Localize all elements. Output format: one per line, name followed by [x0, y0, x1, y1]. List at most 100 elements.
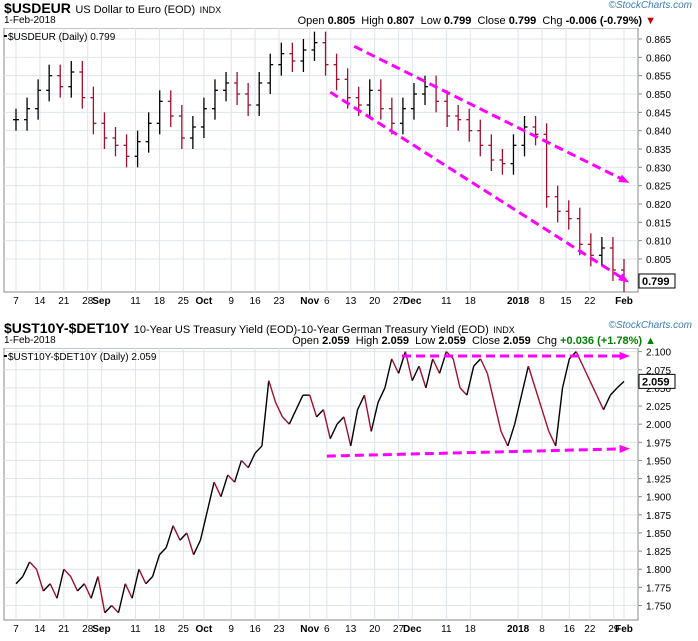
x-tick-label: 18 [465, 624, 477, 635]
series-segment [466, 365, 475, 396]
y-tick-label: 0.825 [646, 182, 671, 193]
series-segment [377, 387, 386, 403]
x-tick-label: 22 [584, 624, 596, 635]
series-segment [254, 445, 263, 454]
spread-date: 1-Feb-2018 [4, 335, 56, 346]
trendline-arrowhead [618, 174, 630, 183]
x-tick-label: 2018 [507, 296, 530, 307]
usdeur-chart: 0.805 0.810 0.815 0.820 0.825 0.830 0.835 0.840… [3, 28, 676, 307]
trendline-arrowhead [618, 273, 630, 283]
series-segment [192, 539, 202, 556]
x-tick-label: 7 [13, 296, 19, 307]
x-tick-label: 13 [345, 296, 357, 307]
series-segment [554, 387, 564, 447]
x-tick-label: 14 [34, 296, 46, 307]
series-segment [411, 365, 420, 381]
series-segment [288, 409, 297, 425]
x-tick-label: 6 [324, 624, 330, 635]
x-tick-label: Nov [300, 624, 319, 635]
x-tick-label: 23 [273, 296, 285, 307]
spread-symbol[interactable]: $UST10Y-$DET10Y [4, 320, 130, 336]
watermark-2[interactable]: ©StockCharts.com [608, 320, 692, 331]
last-value-label: 2.059 [642, 376, 670, 388]
x-tick-label: 29 [608, 624, 620, 635]
plot-area [3, 28, 639, 293]
x-tick-label: Feb [615, 624, 633, 635]
series-segment [541, 409, 550, 432]
last-value-box [638, 273, 676, 289]
x-tick-label: 21 [58, 296, 70, 307]
usdeur-description: US Dollar to Euro (EOD) [75, 4, 196, 16]
y-tick-label: 0.860 [646, 53, 671, 64]
series-segment [391, 358, 400, 374]
y-tick-label: 0.845 [646, 108, 671, 119]
y-tick-label: 0.815 [646, 218, 671, 229]
series-segment [582, 365, 591, 381]
series-segment [561, 358, 571, 389]
x-tick-label: 21 [58, 624, 70, 635]
x-tick-label: 6 [324, 296, 330, 307]
series-segment [432, 358, 441, 374]
series-segment [90, 576, 99, 599]
series-segment [124, 583, 133, 599]
series-segment [104, 605, 113, 614]
y-tick-label: 0.835 [646, 145, 671, 156]
series-segment [35, 569, 44, 592]
series-segment [534, 387, 543, 410]
usdeur-header: $USDEUR US Dollar to Euro (EOD) INDX ©St… [0, 0, 698, 30]
series-segment [206, 482, 215, 512]
series-segment [493, 402, 502, 432]
x-tick-label: 28 [82, 296, 94, 307]
y-tick-label: 1.975 [646, 438, 671, 449]
y-tick-label: 1.850 [646, 529, 671, 540]
x-tick-label: 9 [228, 624, 234, 635]
series-segment [322, 409, 331, 439]
series-segment [507, 423, 516, 447]
series-segment [165, 525, 174, 548]
series-segment [575, 351, 584, 367]
x-tick-label: 25 [178, 624, 190, 635]
last-value-box [638, 373, 676, 389]
spread-index-tag: INDX [493, 325, 515, 335]
y-tick-label: 1.750 [646, 601, 671, 612]
usdeur-index-tag: INDX [199, 5, 222, 15]
plot-area [3, 348, 639, 621]
series-segment [459, 387, 468, 396]
x-tick-label: 28 [82, 624, 94, 635]
x-tick-label: 11 [130, 624, 141, 635]
series-segment [329, 423, 338, 439]
series-segment [240, 459, 249, 469]
x-tick-label: Dec [403, 296, 422, 307]
yield-spread-header: $UST10Y-$DET10Y 10-Year US Treasury Yiel… [0, 320, 698, 350]
series-segment [76, 583, 85, 592]
x-tick-label: 16 [250, 624, 262, 635]
series-segment [179, 532, 188, 541]
x-tick-label: 27 [393, 296, 405, 307]
yield-spread-chart: 1.750 1.775 1.800 1.825 1.850 1.875 1.900 1.925… [3, 348, 676, 635]
series-segment [233, 460, 243, 483]
series-segment [363, 395, 372, 432]
series-segment [589, 380, 598, 396]
series-segment [42, 583, 51, 592]
series-segment [213, 481, 222, 497]
y-tick-label: 1.875 [646, 511, 671, 522]
y-tick-label: 2.075 [646, 366, 671, 377]
x-tick-label: 15 [560, 296, 572, 307]
series-segment [548, 431, 557, 447]
watermark[interactable]: ©StockCharts.com [608, 0, 692, 11]
y-tick-label: 0.855 [646, 72, 671, 83]
series-segment [350, 409, 359, 447]
series-segment [418, 365, 427, 389]
x-tick-label: Oct [196, 624, 213, 635]
series-segment [274, 402, 284, 418]
series-segment [29, 561, 38, 570]
series-segment [452, 358, 461, 389]
usdeur-symbol[interactable]: $USDEUR [4, 0, 71, 16]
series-segment [70, 576, 79, 592]
x-tick-label: 18 [154, 624, 166, 635]
y-tick-label: 2.025 [646, 402, 671, 413]
y-tick-label: 1.950 [646, 456, 671, 467]
series-segment [158, 546, 167, 556]
usdeur-date: 1-Feb-2018 [4, 15, 56, 26]
series-segment [111, 605, 119, 614]
